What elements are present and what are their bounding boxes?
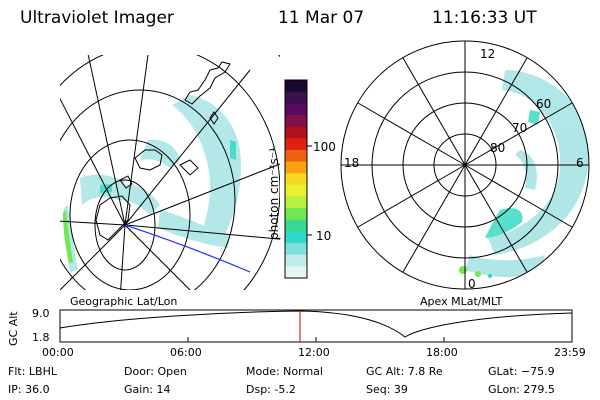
aurora-oval <box>465 70 589 278</box>
timeline-x-tick-2: 12:00 <box>298 346 330 359</box>
status-gain: Gain: 14 <box>124 383 171 396</box>
status-glon: GLon: 279.5 <box>488 383 555 396</box>
mlt-label-18: 18 <box>344 156 360 170</box>
coastlines <box>95 61 231 241</box>
colorbar-segment <box>285 184 307 197</box>
timeline-x-tick-1: 06:00 <box>170 346 202 359</box>
colorbar-segment <box>285 208 307 221</box>
altitude-timeline <box>59 309 573 343</box>
colorbar-segment <box>285 266 307 279</box>
satellite-track <box>124 224 251 273</box>
colorbar-segment <box>285 231 307 244</box>
geographic-label: Geographic Lat/Lon <box>70 295 178 308</box>
status-seq: Seq: 39 <box>366 383 408 396</box>
polar-plot <box>340 40 590 290</box>
timeline-x-tick-4: 23:59 <box>554 346 586 359</box>
geographic-map <box>60 55 280 290</box>
timeline-y-max: 9.0 <box>32 307 50 320</box>
mlt-label-12: 12 <box>480 47 496 61</box>
polar-grid <box>340 40 590 290</box>
colorbar-segment <box>285 173 307 186</box>
colorbar-unit-label: photon cm⁻²s⁻¹ <box>267 147 281 240</box>
status-dsp: Dsp: -5.2 <box>246 383 296 396</box>
aurora-emission <box>64 95 242 272</box>
instrument-title: Ultraviolet Imager <box>20 8 174 28</box>
colorbar-segment <box>285 149 307 163</box>
mlt-label-6: 6 <box>576 156 584 170</box>
colorbar-segment <box>285 243 307 256</box>
status-door: Door: Open <box>124 365 187 378</box>
timeline-x-tick-0: 00:00 <box>42 346 74 359</box>
timeline-y-title: GC Alt <box>7 311 20 346</box>
mlat-label-70: 70 <box>512 121 528 135</box>
colorbar-segment <box>285 254 307 267</box>
colorbar-segment <box>285 196 307 209</box>
colorbar-segment <box>285 91 307 104</box>
date-label: 11 Mar 07 <box>278 8 365 28</box>
colorbar-segment <box>285 80 307 93</box>
status-gcalt: GC Alt: 7.8 Re <box>366 365 443 378</box>
status-ip: IP: 36.0 <box>8 383 50 396</box>
colorbar-segment <box>285 103 307 116</box>
colorbar-tick-100: 100 <box>313 140 336 154</box>
colorbar-tick-10: 10 <box>316 229 332 243</box>
colorbar-segment <box>285 126 307 139</box>
colorbar-segment <box>285 219 307 232</box>
colorbar-segment <box>285 114 307 128</box>
apex-label: Apex MLat/MLT <box>420 295 503 308</box>
mlat-label-60: 60 <box>536 97 552 111</box>
mlt-label-0: 0 <box>468 277 476 291</box>
status-mode: Mode: Normal <box>246 365 323 378</box>
altitude-curve <box>59 310 573 338</box>
colorbar-segment <box>285 161 307 174</box>
timeline-y-min: 1.8 <box>32 331 50 344</box>
colorbar-segment <box>285 138 307 151</box>
colorbar <box>285 80 307 279</box>
status-flt: Flt: LBHL <box>8 365 57 378</box>
timeline-x-tick-3: 18:00 <box>426 346 458 359</box>
status-glat: GLat: −75.9 <box>488 365 555 378</box>
time-label: 11:16:33 UT <box>432 8 537 28</box>
mlat-label-80: 80 <box>490 141 506 155</box>
